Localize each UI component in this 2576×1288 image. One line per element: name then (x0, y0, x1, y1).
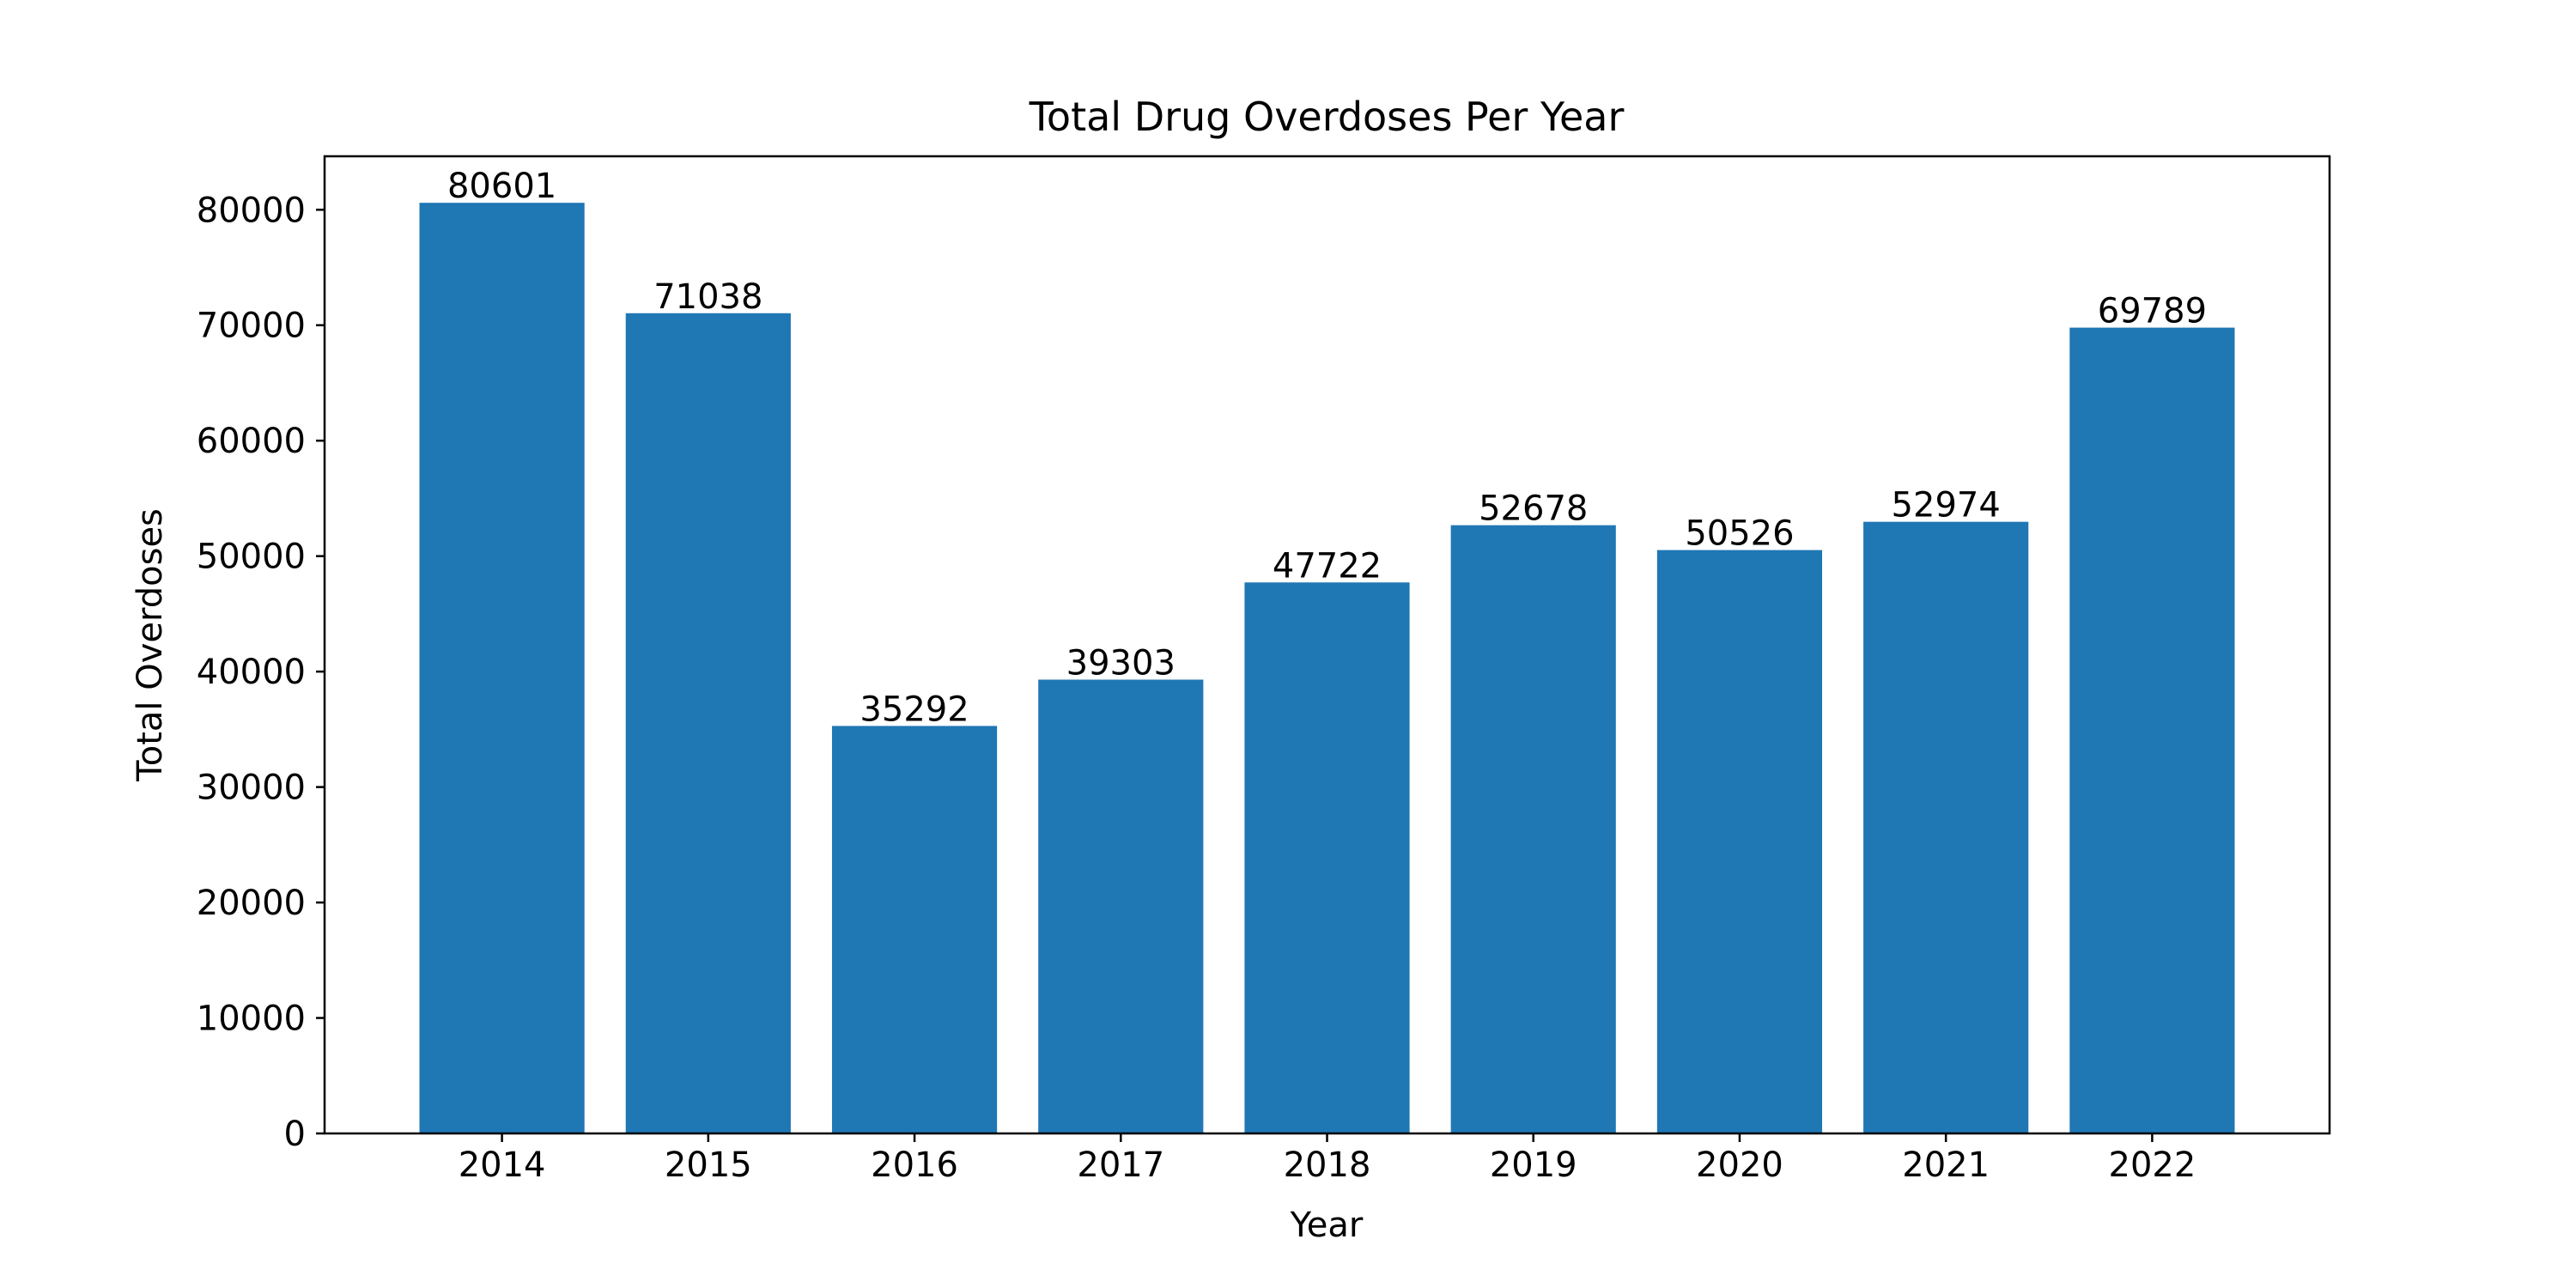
bar-2017 (1038, 679, 1204, 1133)
data-label-2018: 47722 (1273, 546, 1382, 586)
data-label-2014: 80601 (447, 167, 556, 206)
data-label-2021: 52974 (1892, 486, 2001, 526)
data-label-2015: 71038 (653, 277, 762, 317)
x-tick-label-2021: 2021 (1902, 1145, 1990, 1185)
y-tick-label-70000: 70000 (197, 307, 306, 346)
x-tick-label-2016: 2016 (871, 1145, 958, 1185)
chart-title: Total Drug Overdoses Per Year (1029, 94, 1625, 140)
data-label-2022: 69789 (2098, 292, 2207, 331)
x-tick-label-2018: 2018 (1284, 1145, 1371, 1185)
y-tick-label-10000: 10000 (197, 999, 306, 1039)
y-axis-ticks: 0 10000 20000 30000 40000 50000 60000 70000 8000… (197, 191, 325, 1154)
data-label-2019: 52678 (1479, 489, 1588, 529)
y-axis-title: Total Overdoses (131, 508, 170, 782)
x-axis-title: Year (1290, 1206, 1364, 1245)
data-labels-group: 80601 71038 35292 39303 47722 52678 50526 52974… (447, 167, 2207, 729)
y-tick-label-60000: 60000 (197, 422, 306, 461)
x-tick-label-2015: 2015 (665, 1145, 752, 1185)
x-tick-label-2014: 2014 (459, 1145, 546, 1185)
x-tick-label-2017: 2017 (1077, 1145, 1164, 1185)
data-label-2016: 35292 (860, 690, 969, 729)
y-tick-label-40000: 40000 (197, 653, 306, 692)
y-tick-label-80000: 80000 (197, 191, 306, 230)
x-tick-label-2019: 2019 (1490, 1145, 1577, 1185)
data-label-2020: 50526 (1685, 514, 1794, 554)
x-tick-label-2022: 2022 (2109, 1145, 2196, 1185)
bar-2018 (1244, 582, 1410, 1133)
y-tick-label-30000: 30000 (197, 769, 306, 808)
data-label-2017: 39303 (1066, 644, 1176, 683)
bar-2019 (1450, 525, 1616, 1133)
bar-2015 (625, 313, 791, 1133)
bar-2014 (419, 203, 585, 1134)
bar-2022 (2069, 327, 2235, 1133)
x-axis-ticks: 2014 2015 2016 2017 2018 2019 2020 2021 2022 (459, 1133, 2196, 1185)
bar-2016 (831, 726, 998, 1133)
plot-frame (323, 155, 2331, 1135)
y-tick-label-20000: 20000 (197, 884, 306, 923)
y-tick-label-0: 0 (284, 1115, 306, 1154)
bar-2021 (1863, 521, 2029, 1133)
bar-2020 (1656, 550, 1823, 1133)
y-tick-label-50000: 50000 (197, 538, 306, 577)
x-tick-label-2020: 2020 (1696, 1145, 1783, 1185)
bars-group (419, 203, 2235, 1134)
